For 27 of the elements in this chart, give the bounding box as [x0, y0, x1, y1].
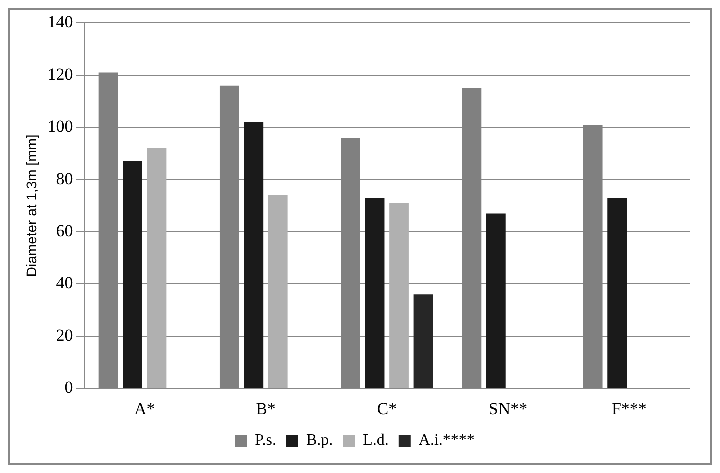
bar — [268, 195, 288, 388]
y-tick-label: 100 — [48, 117, 74, 136]
legend-label: P.s. — [255, 432, 276, 450]
bar — [365, 198, 385, 388]
y-tick-label: 80 — [56, 169, 74, 188]
legend-label: L.d. — [363, 432, 389, 450]
bar — [414, 294, 434, 388]
bar — [390, 203, 409, 388]
bar — [608, 198, 628, 388]
y-tick-label: 60 — [56, 221, 74, 240]
y-axis-title: Diameter at 1,3m [mm] — [23, 134, 40, 278]
bar — [486, 214, 506, 388]
y-tick-label: 40 — [56, 274, 74, 293]
x-tick-label: A* — [134, 399, 156, 418]
x-tick-label: SN** — [488, 399, 528, 418]
bar — [123, 162, 142, 388]
x-tick-label: B* — [256, 399, 276, 418]
y-tick-label: 0 — [64, 378, 74, 398]
legend-label: B.p. — [306, 432, 334, 450]
bar — [244, 122, 264, 388]
legend-label: A.i.**** — [418, 432, 475, 450]
y-tick-label: 140 — [48, 12, 74, 32]
bar — [147, 148, 167, 388]
y-tick-label: 20 — [56, 326, 74, 345]
y-tick-label: 120 — [48, 64, 74, 84]
x-tick-label: F*** — [612, 399, 647, 418]
x-tick-label: C* — [377, 399, 398, 418]
